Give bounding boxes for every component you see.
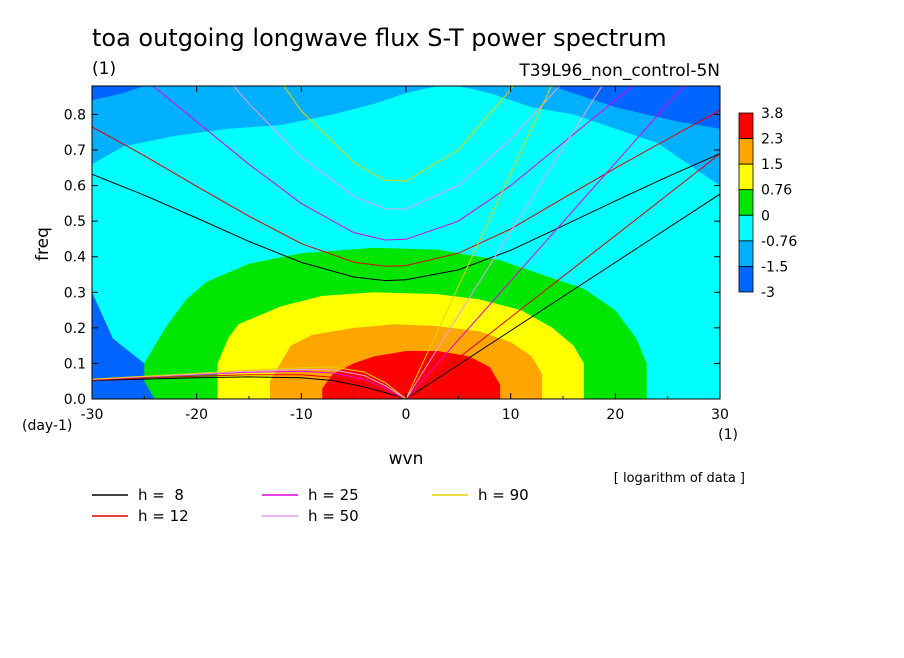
dispersion-curve-1-1	[92, 374, 407, 399]
dispersion-curve-1-2	[405, 153, 720, 399]
contour-region-1	[92, 86, 438, 165]
contour-fills	[92, 86, 720, 399]
y-tick-label: 0.4	[64, 250, 86, 266]
dispersion-curve-3-2	[405, 86, 603, 399]
colorbar-label: -3	[761, 285, 775, 301]
colorbar: 3.8 2.3 1.5 0.76 0 -0.76 -1.5 -3	[738, 106, 797, 301]
x-tick-label: 30	[711, 407, 729, 423]
contour-region-3	[92, 86, 145, 101]
dispersion-curve-2-0	[152, 86, 634, 241]
y-tick-label: 0.1	[64, 356, 86, 372]
dispersion-curve-0-0	[92, 153, 720, 282]
dispersion-curve-4-2	[405, 86, 552, 399]
legend: h = 8 h = 12 h = 25 h = 50 h = 90	[92, 486, 529, 525]
colorbar-swatch	[738, 112, 754, 139]
dispersion-curve-4-1	[92, 366, 407, 399]
colorbar-label: -1.5	[761, 259, 788, 275]
x-tick-label: 0	[402, 407, 411, 423]
y-tick-label: 0.7	[64, 143, 86, 159]
colorbar-swatch	[738, 240, 754, 267]
y-axis-ticks: 0.0 0.1 0.2 0.3 0.4 0.5 0.6 0.7 0.8	[64, 107, 720, 408]
x-tick-label: -20	[185, 407, 208, 423]
plot-area	[91, 85, 721, 400]
colorbar-label: -0.76	[761, 234, 797, 250]
legend-label: h = 90	[478, 486, 529, 504]
y-tick-label: 0.8	[64, 107, 86, 123]
chart-title: toa outgoing longwave flux S-T power spe…	[92, 24, 667, 52]
legend-label: h = 8	[138, 486, 184, 504]
colorbar-label: 0.76	[761, 183, 792, 199]
legend-label: h = 50	[308, 507, 359, 525]
chart-subtitle-right: T39L96_non_control-5N	[518, 61, 720, 81]
dispersion-curve-0-2	[405, 193, 720, 399]
colorbar-swatch	[738, 266, 754, 293]
y-tick-label: 0.5	[64, 214, 86, 230]
legend-label: h = 25	[308, 486, 359, 504]
dispersion-curve-4-0	[283, 86, 514, 182]
x-tick-label: 20	[606, 407, 624, 423]
x-tick-label: -10	[290, 407, 313, 423]
contour-region-4	[552, 86, 720, 129]
colorbar-swatch	[738, 189, 754, 216]
colorbar-swatch	[738, 214, 754, 242]
x-axis-unit: (1)	[718, 427, 738, 443]
dispersion-curves	[92, 86, 720, 399]
colorbar-label: 1.5	[761, 157, 783, 173]
x-tick-label: -30	[81, 407, 104, 423]
dispersion-curve-3-0	[232, 86, 561, 210]
y-axis-label: freq	[33, 227, 53, 261]
y-tick-label: 0.0	[64, 392, 86, 408]
y-tick-label: 0.2	[64, 321, 86, 337]
x-axis-label: wvn	[389, 449, 424, 469]
chart-subtitle-left: (1)	[92, 59, 116, 79]
x-axis-ticks: -30 -20 -10 0 10 20 30	[81, 86, 729, 423]
dispersion-curve-0-1	[92, 376, 407, 399]
contour-region-8	[322, 351, 501, 399]
colorbar-label: 3.8	[761, 106, 783, 122]
y-axis-unit: (day-1)	[22, 418, 72, 434]
data-note: [ logarithm of data ]	[614, 471, 745, 486]
y-tick-label: 0.6	[64, 179, 86, 195]
colorbar-label: 0	[761, 208, 770, 224]
colorbar-swatch	[738, 138, 754, 165]
y-tick-label: 0.3	[64, 285, 86, 301]
legend-label: h = 12	[138, 507, 189, 525]
dispersion-curve-2-2	[405, 86, 685, 399]
colorbar-label: 2.3	[761, 132, 783, 148]
x-tick-label: 10	[502, 407, 520, 423]
colorbar-swatch	[738, 163, 754, 191]
